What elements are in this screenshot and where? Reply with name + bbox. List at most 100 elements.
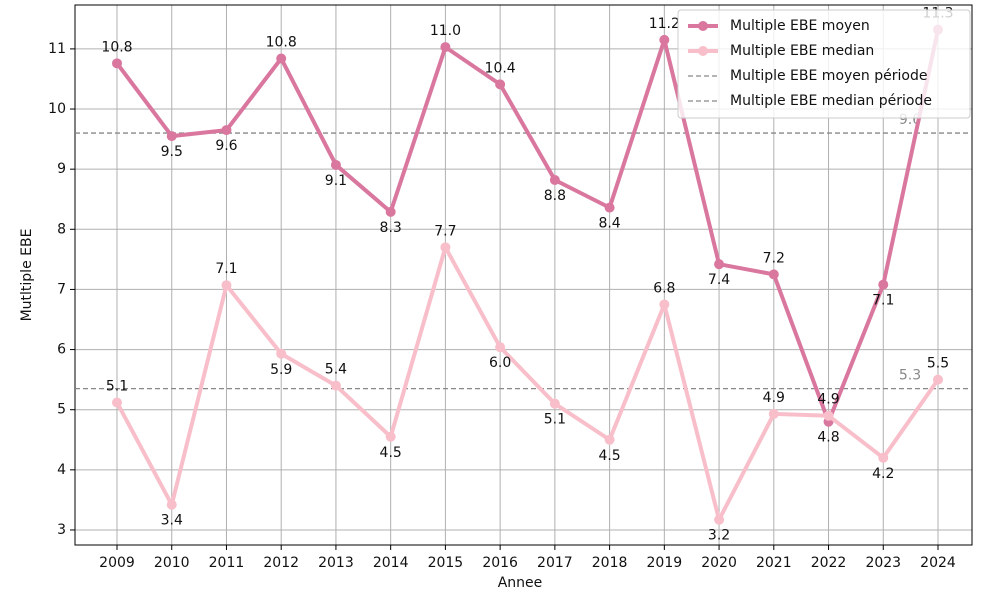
point [714, 259, 725, 270]
point [549, 398, 560, 409]
data-label: 4.2 [872, 466, 894, 482]
point [933, 374, 943, 385]
data-label: 4.5 [598, 448, 620, 464]
point [549, 174, 560, 185]
data-label: 4.9 [763, 390, 785, 406]
y-tick-label: 9 [57, 161, 66, 177]
x-tick-label: 2016 [482, 555, 518, 571]
x-tick-label: 2021 [756, 555, 792, 571]
data-label: 10.8 [101, 39, 132, 55]
data-label: 5.1 [544, 412, 566, 428]
data-label: 7.4 [708, 272, 730, 288]
legend-marker [698, 46, 708, 56]
data-label: 11.0 [430, 23, 461, 39]
point [768, 408, 779, 419]
period-label: 5.3 [899, 368, 921, 384]
point [878, 279, 889, 290]
data-label: 4.5 [380, 445, 402, 461]
x-tick-label: 2024 [920, 555, 956, 571]
x-tick-label: 2017 [537, 555, 573, 571]
point [440, 42, 451, 53]
data-label: 4.9 [817, 392, 839, 408]
legend: Multiple EBE moyen Multiple EBE median Mul… [677, 9, 971, 119]
legend-box [677, 9, 971, 119]
point [112, 397, 122, 408]
x-tick-label: 2018 [592, 555, 628, 571]
legend-label: Multiple EBE moyen [730, 18, 870, 34]
x-tick-label: 2010 [154, 555, 190, 571]
point [604, 434, 615, 445]
point [330, 159, 341, 170]
point [768, 269, 779, 280]
x-tick-label: 2023 [865, 555, 901, 571]
x-tick-label: 2011 [209, 555, 245, 571]
data-label: 5.5 [927, 356, 949, 372]
point [385, 206, 396, 217]
data-label: 10.8 [266, 35, 297, 51]
data-label: 9.6 [215, 138, 237, 154]
point [385, 431, 396, 442]
x-tick-label: 2019 [647, 555, 683, 571]
data-label: 3.4 [161, 513, 183, 529]
point [221, 280, 232, 291]
point [330, 380, 341, 391]
legend-label: Multiple EBE median [730, 43, 874, 59]
x-tick-label: 2012 [263, 555, 299, 571]
y-tick-label: 11 [48, 41, 66, 57]
x-tick-label: 2014 [373, 555, 409, 571]
point [440, 242, 451, 253]
data-label: 3.2 [708, 528, 730, 544]
point [604, 202, 615, 213]
data-label: 5.1 [106, 378, 128, 394]
data-label: 8.8 [544, 188, 566, 204]
legend-marker [698, 21, 708, 31]
x-tick-label: 2015 [428, 555, 464, 571]
y-tick-label: 7 [57, 281, 66, 297]
x-tick-label: 2009 [99, 555, 135, 571]
y-tick-label: 5 [57, 402, 66, 418]
x-tick-label: 2022 [811, 555, 847, 571]
y-tick-label: 10 [48, 101, 66, 117]
data-label: 5.4 [325, 362, 347, 378]
point [166, 131, 177, 142]
data-label: 10.4 [485, 60, 516, 76]
data-label: 9.5 [161, 144, 183, 160]
point [495, 342, 506, 353]
point [659, 34, 670, 45]
data-label: 9.1 [325, 173, 347, 189]
data-label: 11.2 [649, 16, 680, 32]
x-tick-label: 2013 [318, 555, 354, 571]
y-tick-label: 8 [57, 221, 66, 237]
point [495, 79, 506, 90]
data-label: 7.2 [763, 250, 785, 266]
point [878, 452, 889, 463]
y-tick-label: 4 [57, 462, 66, 478]
point [823, 410, 834, 421]
y-tick-label: 3 [57, 522, 66, 538]
plot-frame [74, 4, 973, 546]
point [276, 53, 287, 64]
point [276, 348, 287, 359]
y-tick-label: 6 [57, 342, 66, 358]
point [221, 125, 232, 136]
data-label: 6.8 [653, 280, 675, 296]
point [659, 299, 670, 310]
x-tick-label: 2020 [701, 555, 737, 571]
legend-label: Multiple EBE moyen période [730, 68, 927, 84]
data-label: 5.9 [270, 362, 292, 378]
legend-label: Multiple EBE median période [730, 93, 932, 109]
data-label: 7.1 [215, 261, 237, 277]
data-label: 8.3 [380, 220, 402, 236]
data-label: 6.0 [489, 355, 511, 371]
series-line [115, 29, 940, 424]
data-label: 7.1 [872, 293, 894, 309]
point [714, 514, 725, 525]
series-line [115, 245, 940, 522]
x-axis-label: Annee [498, 575, 543, 591]
point [166, 499, 177, 510]
point [112, 58, 122, 69]
data-label: 8.4 [598, 216, 620, 232]
data-label: 7.7 [434, 223, 456, 239]
data-label: 4.8 [817, 430, 839, 446]
